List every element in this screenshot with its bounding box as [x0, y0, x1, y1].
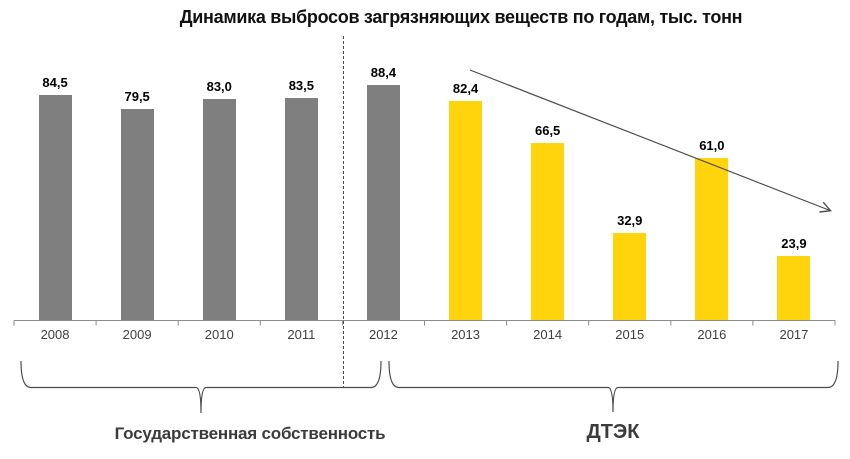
group-label-state-ownership: Государственная собственность [114, 424, 386, 443]
bar-2010 [202, 99, 236, 320]
bar-2011 [284, 98, 318, 320]
bar-2016 [695, 158, 729, 320]
year-label-2016: 2016 [697, 327, 727, 342]
trend-down-arrow-icon [469, 69, 832, 213]
value-label-2013: 82,4 [452, 81, 479, 96]
state-group-brace [20, 360, 382, 414]
year-label-2009: 2009 [122, 327, 152, 342]
bar-2017 [777, 256, 811, 320]
dtek-group-brace [388, 360, 839, 413]
x-axis-ticks [13, 320, 836, 326]
value-label-2016: 61,0 [699, 138, 725, 153]
chart-title: Динамика выбросов загрязняющих веществ п… [179, 7, 743, 27]
year-label-2010: 2010 [204, 327, 234, 342]
year-label-2014: 2014 [533, 327, 563, 342]
group-label-dtek: ДТЭК [586, 421, 640, 443]
year-label-2011: 2011 [287, 327, 316, 342]
year-label-2017: 2017 [779, 327, 809, 342]
bar-2015 [613, 233, 647, 320]
value-label-2015: 32,9 [617, 213, 643, 228]
value-label-2011: 83,5 [288, 78, 314, 93]
year-label-2015: 2015 [615, 327, 645, 342]
bar-2013 [449, 101, 483, 320]
value-label-2014: 66,5 [534, 123, 561, 138]
bar-2009 [120, 109, 154, 320]
value-label-2012: 88,4 [370, 65, 397, 80]
bar-2008 [38, 95, 72, 320]
bar-2014 [531, 143, 565, 320]
year-label-2013: 2013 [451, 327, 480, 342]
value-label-2009: 79,5 [124, 89, 150, 104]
year-label-2008: 2008 [40, 327, 70, 342]
bar-2012 [366, 85, 400, 320]
value-label-2008: 84,5 [42, 75, 68, 90]
year-label-2012: 2012 [368, 327, 398, 342]
value-label-2010: 83,0 [206, 79, 232, 94]
value-label-2017: 23,9 [781, 236, 807, 251]
